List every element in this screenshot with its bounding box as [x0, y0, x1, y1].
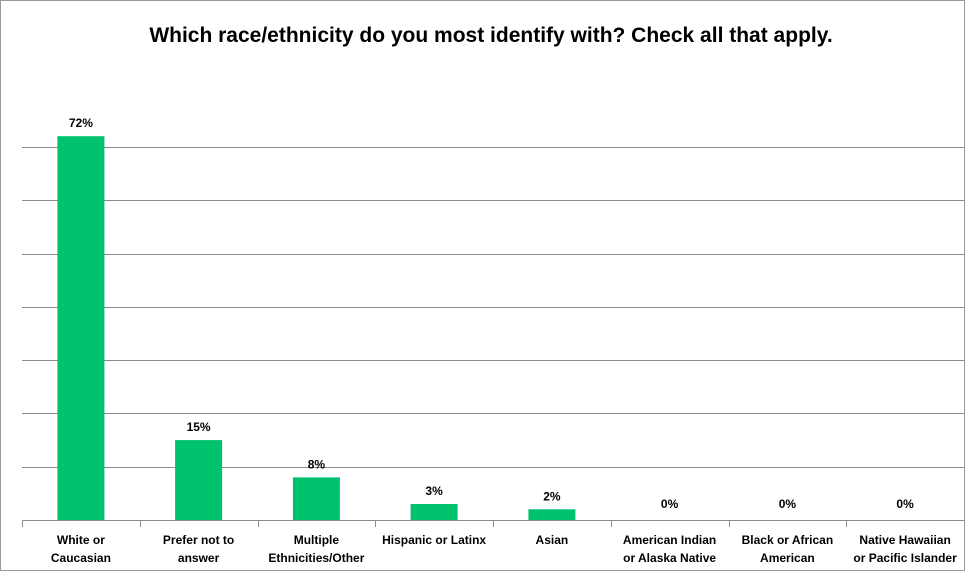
data-label-0: 72%: [69, 116, 93, 130]
category-label-line: or Pacific Islander: [853, 551, 957, 565]
x-axis: White or Caucasian Prefer not to answer Mult…: [22, 520, 964, 565]
data-label-3: 3%: [425, 484, 443, 498]
category-label-line: White or: [57, 533, 105, 547]
category-label-line: Asian: [536, 533, 569, 547]
data-label-2: 8%: [308, 457, 326, 471]
bar-4: [528, 509, 575, 520]
data-label-7: 0%: [896, 497, 914, 511]
category-label-7: Native Hawaiian or Pacific Islander: [853, 533, 957, 565]
category-label-line: Prefer not to: [163, 533, 234, 547]
category-label-6: Black or African American: [742, 533, 834, 565]
category-label-line: answer: [178, 551, 220, 565]
data-label-4: 2%: [543, 489, 561, 503]
category-label-2: Multiple Ethnicities/Other: [268, 533, 364, 565]
category-label-line: Native Hawaiian: [859, 533, 950, 547]
data-label-1: 15%: [187, 420, 211, 434]
category-label-line: Black or African: [742, 533, 834, 547]
category-label-4: Asian: [536, 533, 569, 547]
bar-3: [411, 504, 458, 520]
category-label-3: Hispanic or Latinx: [382, 533, 486, 547]
category-label-line: or Alaska Native: [623, 551, 716, 565]
bar-0: [57, 136, 104, 520]
category-label-line: American: [760, 551, 815, 565]
category-label-line: Caucasian: [51, 551, 111, 565]
category-label-line: Hispanic or Latinx: [382, 533, 486, 547]
category-label-line: Multiple: [294, 533, 340, 547]
category-label-1: Prefer not to answer: [163, 533, 234, 565]
category-label-line: Ethnicities/Other: [268, 551, 364, 565]
gridlines: [22, 148, 964, 468]
category-label-5: American Indian or Alaska Native: [623, 533, 716, 565]
bar-1: [175, 440, 222, 520]
category-label-0: White or Caucasian: [51, 533, 111, 565]
data-label-6: 0%: [779, 497, 797, 511]
data-label-5: 0%: [661, 497, 679, 511]
category-label-line: American Indian: [623, 533, 716, 547]
bar-2: [293, 477, 340, 520]
